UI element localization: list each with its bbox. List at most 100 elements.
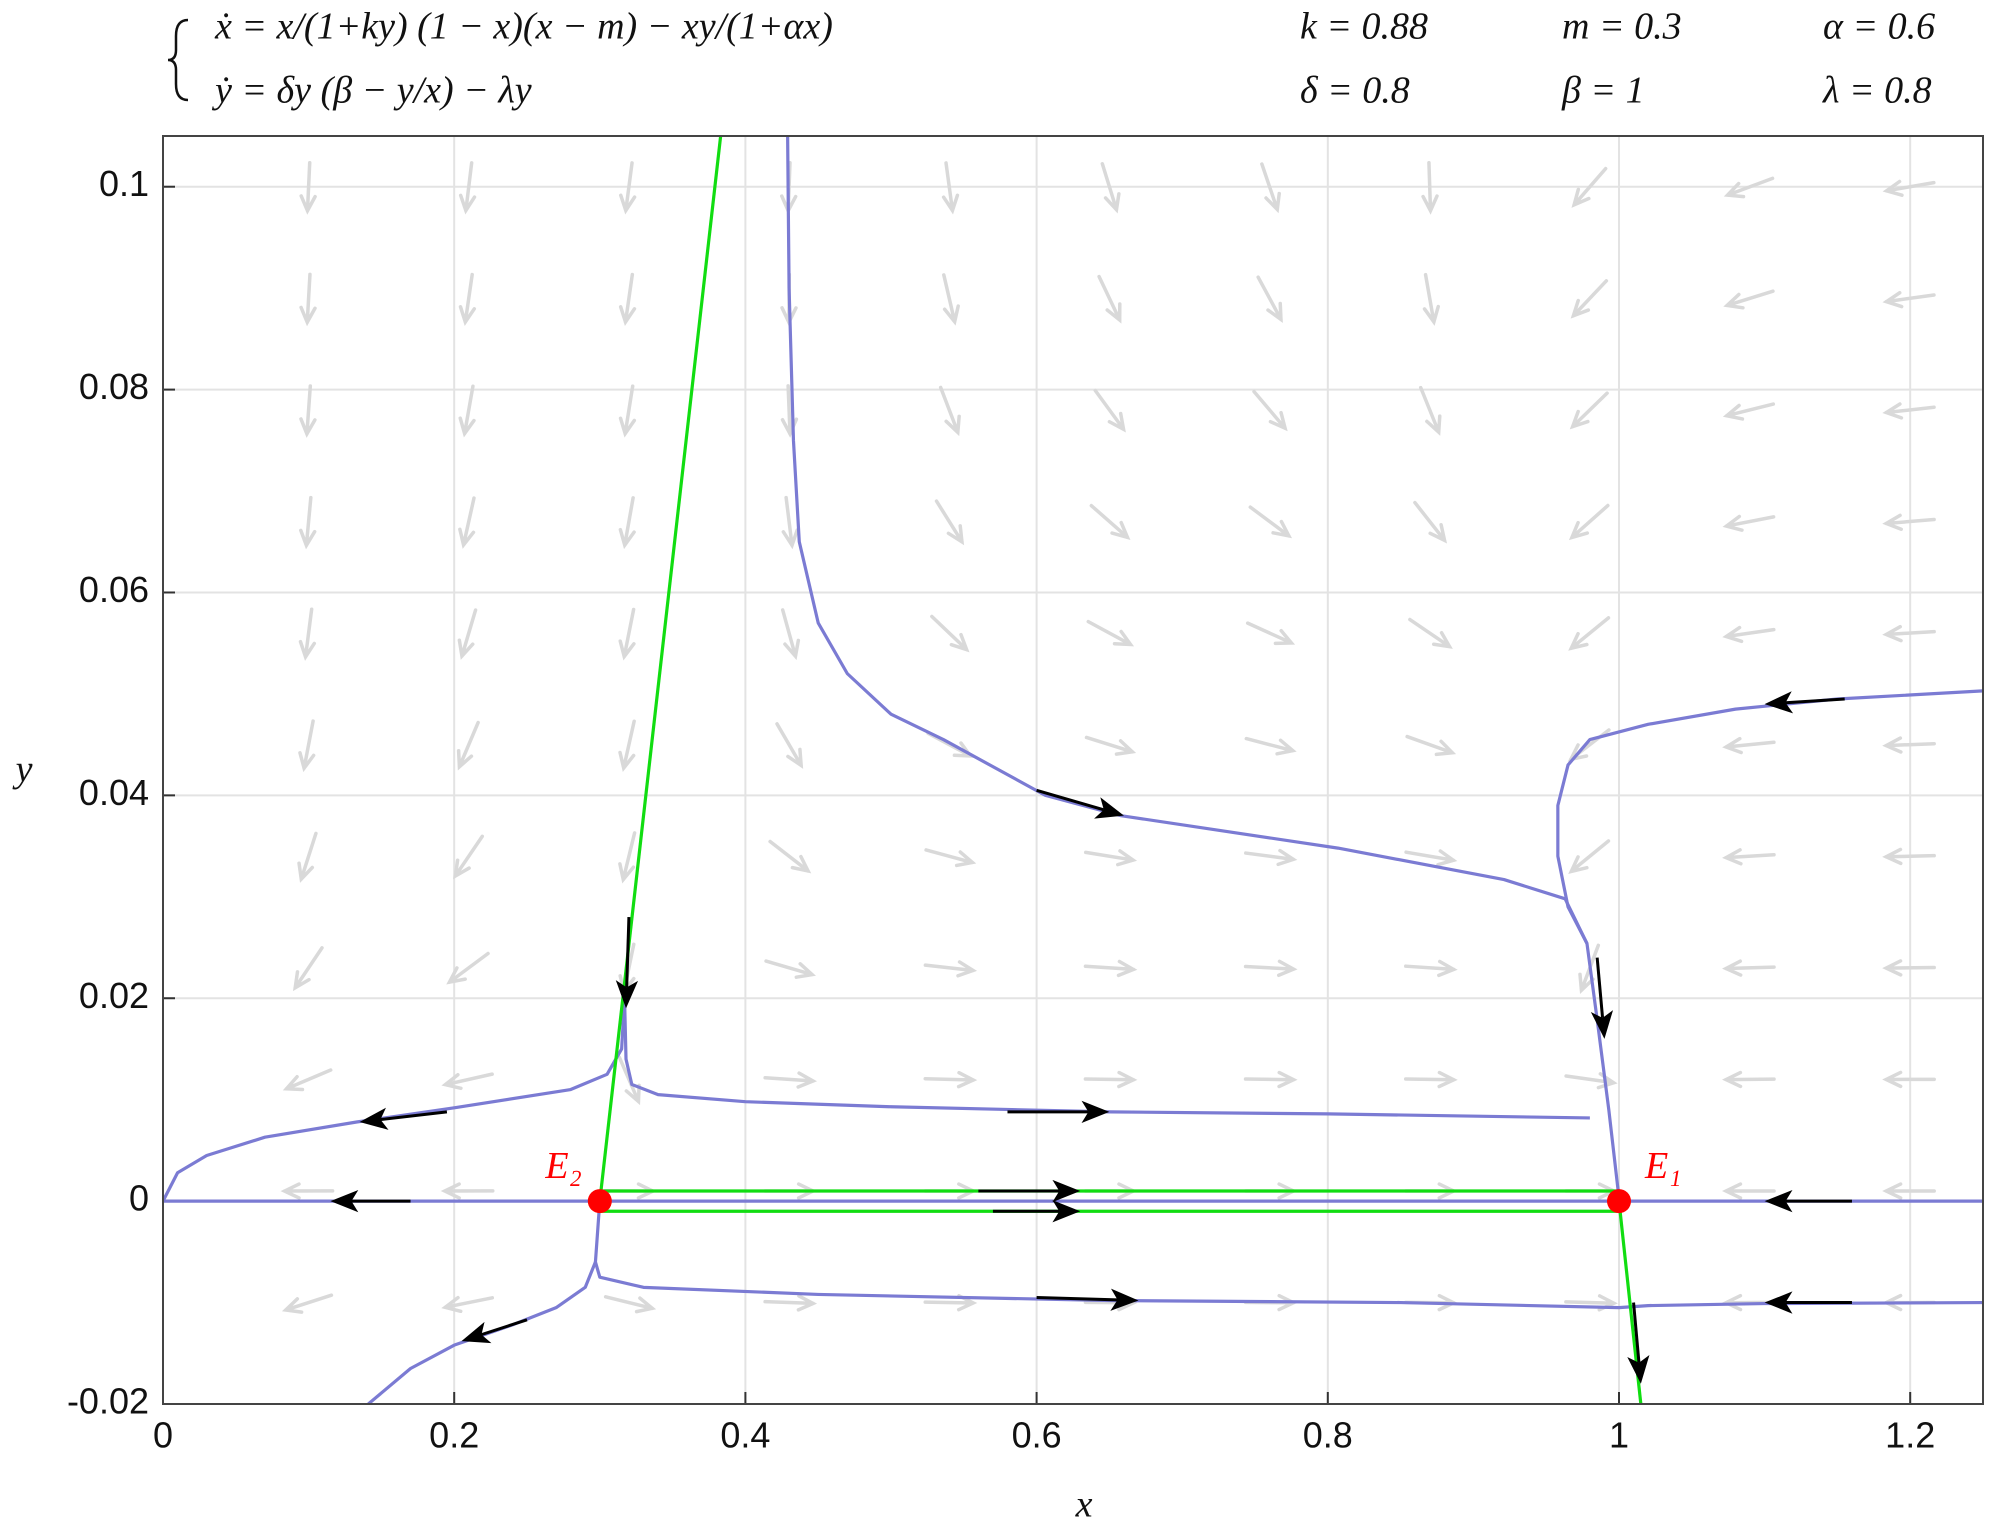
equilibrium-label: E₂ xyxy=(544,1145,581,1187)
x-tick-label: 0.2 xyxy=(429,1415,479,1456)
x-tick-label: 0.8 xyxy=(1303,1415,1353,1456)
field-arrow xyxy=(1422,272,1440,326)
field-arrow xyxy=(1722,1070,1776,1089)
arrow-shaft xyxy=(480,1318,528,1337)
arrow-head xyxy=(1764,691,1794,714)
x-tick-label: 1 xyxy=(1609,1415,1629,1456)
field-arrow xyxy=(1571,166,1608,208)
direction-arrow xyxy=(1590,957,1614,1039)
field-arrow xyxy=(603,1295,657,1314)
field-arrow xyxy=(1722,959,1776,977)
field-arrow xyxy=(1243,1070,1298,1089)
field-arrow xyxy=(1404,849,1458,867)
equation: ẋ = x/(1+ky) (1 − x)(x − m) − xy/(1+αx) xyxy=(214,6,833,48)
field-arrow xyxy=(1083,849,1138,867)
direction-arrow xyxy=(359,1107,448,1130)
arrow-shaft xyxy=(1036,1295,1118,1302)
field-arrow xyxy=(1569,391,1609,430)
field-arrow xyxy=(763,1294,818,1312)
direction-arrow xyxy=(1764,691,1845,714)
field-arrow xyxy=(441,1072,494,1091)
field-arrow xyxy=(1723,289,1775,310)
field-arrow xyxy=(1083,1070,1138,1089)
field-arrow xyxy=(923,960,978,978)
field-arrow xyxy=(618,272,637,327)
x-tick-label: 0 xyxy=(153,1415,173,1456)
field-arrow xyxy=(1097,274,1122,324)
field-arrow xyxy=(453,834,484,880)
field-arrow xyxy=(458,496,476,549)
field-arrow xyxy=(1568,503,1610,541)
direction-arrow xyxy=(461,1318,528,1344)
field-arrow xyxy=(1421,160,1439,215)
field-arrow xyxy=(775,722,804,769)
plot-frame xyxy=(162,135,1984,1405)
direction-arrow xyxy=(1036,788,1124,819)
trajectory xyxy=(1556,689,1983,945)
field-arrow xyxy=(1568,616,1611,651)
field-arrow xyxy=(282,1068,333,1092)
field-arrow xyxy=(938,385,961,437)
field-arrow xyxy=(1083,959,1138,978)
arrow-head xyxy=(1764,1189,1793,1213)
field-arrow xyxy=(1256,275,1283,323)
y-tick-label: 0.02 xyxy=(79,975,149,1016)
x-tick-label: 1.2 xyxy=(1885,1415,1935,1456)
parameter: β = 1 xyxy=(1561,70,1645,112)
field-arrow xyxy=(1882,736,1936,754)
field-arrow xyxy=(1245,621,1296,646)
arrow-shaft xyxy=(1036,788,1105,812)
x-tick-label: 0.4 xyxy=(720,1415,770,1456)
equilibrium-point xyxy=(587,1189,612,1214)
direction-arrow xyxy=(1764,1291,1852,1314)
field-arrow xyxy=(1722,514,1776,532)
direction-arrow xyxy=(978,1179,1081,1203)
x-tick-label: 0.6 xyxy=(1012,1415,1062,1456)
field-arrow xyxy=(1244,736,1297,756)
field-arrow xyxy=(299,384,317,438)
y-tick-label: 0 xyxy=(129,1178,149,1219)
field-arrow xyxy=(458,384,476,438)
parameter: δ = 0.8 xyxy=(1300,70,1410,112)
field-arrow xyxy=(618,719,636,772)
field-arrow xyxy=(1723,176,1775,199)
y-tick-label: -0.02 xyxy=(67,1381,149,1422)
field-arrow xyxy=(1882,179,1936,197)
arrow-head xyxy=(359,1107,389,1130)
field-arrow xyxy=(618,384,637,438)
field-arrow xyxy=(299,495,317,550)
plot-area xyxy=(163,136,1983,1404)
arrow-head xyxy=(1052,1200,1081,1223)
parameter: λ = 0.8 xyxy=(1822,70,1932,112)
arrow-head xyxy=(1052,1179,1081,1203)
x-axis-label: x xyxy=(1075,1484,1093,1526)
y-tick-label: 0.08 xyxy=(79,366,149,407)
y-tick-label: 0.06 xyxy=(79,569,149,610)
arrow-head xyxy=(1590,1010,1614,1039)
direction-arrow xyxy=(1036,1288,1139,1311)
field-arrow xyxy=(457,608,478,660)
field-arrow xyxy=(768,839,812,874)
arrow-shaft xyxy=(625,917,631,988)
field-arrow xyxy=(298,607,317,661)
arrow-shaft xyxy=(1632,1302,1641,1363)
arrow-head xyxy=(615,980,639,1009)
field-arrow xyxy=(1418,385,1442,436)
field-arrow xyxy=(924,848,977,868)
field-arrow xyxy=(764,959,816,979)
field-arrow xyxy=(1413,500,1448,544)
field-arrow xyxy=(299,272,317,327)
arrow-head xyxy=(1094,797,1124,819)
field-arrow xyxy=(618,831,637,884)
trajectory xyxy=(593,1201,1983,1310)
field-arrow xyxy=(1882,847,1936,866)
field-arrow xyxy=(441,1295,495,1314)
equation-brace xyxy=(167,18,189,102)
direction-arrow xyxy=(1627,1302,1650,1384)
field-arrow xyxy=(1882,402,1936,420)
field-arrow xyxy=(1882,290,1936,309)
field-arrow xyxy=(941,161,960,215)
field-arrow xyxy=(617,1055,641,1106)
field-arrow xyxy=(1882,1182,1936,1200)
